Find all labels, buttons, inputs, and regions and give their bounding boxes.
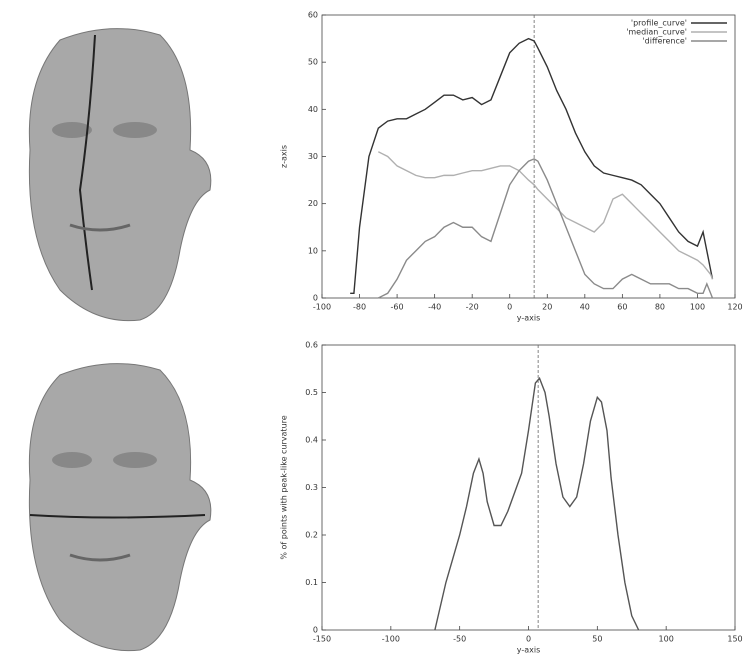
y-tick-label: 0.1 — [305, 578, 318, 587]
legend-label: 'difference' — [642, 37, 687, 46]
x-tick-label: 50 — [592, 635, 602, 644]
y-tick-label: 0 — [313, 294, 318, 303]
legend-label: 'median_curve' — [626, 28, 687, 37]
series-line — [435, 378, 639, 630]
y-tick-label: 40 — [308, 105, 318, 114]
x-tick-label: -40 — [428, 303, 441, 312]
y-tick-label: 0.2 — [305, 531, 318, 540]
x-tick-label: -100 — [313, 303, 331, 312]
series-line — [378, 152, 712, 279]
x-tick-label: 120 — [727, 303, 742, 312]
face-image-top — [29, 29, 210, 321]
y-tick-label: 0.6 — [305, 341, 318, 350]
x-tick-label: -150 — [313, 635, 331, 644]
x-tick-label: 100 — [690, 303, 705, 312]
x-tick-label: 20 — [542, 303, 552, 312]
face-image-bottom — [29, 364, 210, 651]
x-tick-label: -50 — [453, 635, 466, 644]
x-tick-label: -80 — [353, 303, 366, 312]
x-tick-label: 0 — [507, 303, 512, 312]
y-tick-label: 0.3 — [305, 483, 318, 492]
x-tick-label: -60 — [391, 303, 404, 312]
y-tick-label: 0.5 — [305, 388, 318, 397]
y-tick-label: 0 — [313, 626, 318, 635]
series-line — [378, 159, 712, 298]
x-tick-label: 80 — [655, 303, 665, 312]
x-tick-label: 100 — [659, 635, 674, 644]
y-tick-label: 60 — [308, 11, 318, 20]
series-line — [350, 39, 712, 294]
x-tick-label: 150 — [727, 635, 742, 644]
y-tick-label: 50 — [308, 58, 318, 67]
legend-label: 'profile_curve' — [631, 19, 687, 28]
y-axis-label: z-axis — [280, 145, 289, 168]
y-tick-label: 10 — [308, 246, 318, 255]
y-tick-label: 30 — [308, 152, 318, 161]
x-tick-label: -100 — [382, 635, 400, 644]
x-tick-label: -20 — [466, 303, 479, 312]
figure: -100 -80 -60 -40 -20 0 20 40 60 80 100 120 0 10 20 30 40… — [0, 0, 743, 660]
x-tick-label: 40 — [580, 303, 590, 312]
x-tick-label: 0 — [526, 635, 531, 644]
x-tick-label: 60 — [617, 303, 627, 312]
x-axis-label: y-axis — [517, 646, 541, 655]
y-tick-label: 0.4 — [305, 436, 318, 445]
x-axis-label: y-axis — [517, 314, 541, 323]
y-tick-label: 20 — [308, 199, 318, 208]
y-axis-label: % of points with peak-like curvature — [280, 415, 289, 559]
plot-frame — [322, 15, 735, 298]
plot-frame — [322, 345, 735, 630]
